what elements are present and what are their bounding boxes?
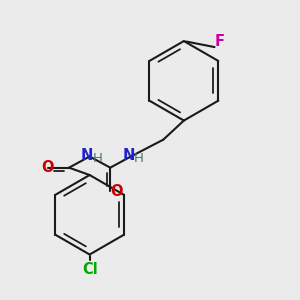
Text: Cl: Cl xyxy=(82,262,98,277)
Text: H: H xyxy=(134,152,144,165)
Text: O: O xyxy=(42,160,54,175)
Text: N: N xyxy=(81,148,94,163)
Text: N: N xyxy=(122,148,135,163)
Text: F: F xyxy=(214,34,224,49)
Text: O: O xyxy=(110,184,123,199)
Text: H: H xyxy=(93,152,103,165)
